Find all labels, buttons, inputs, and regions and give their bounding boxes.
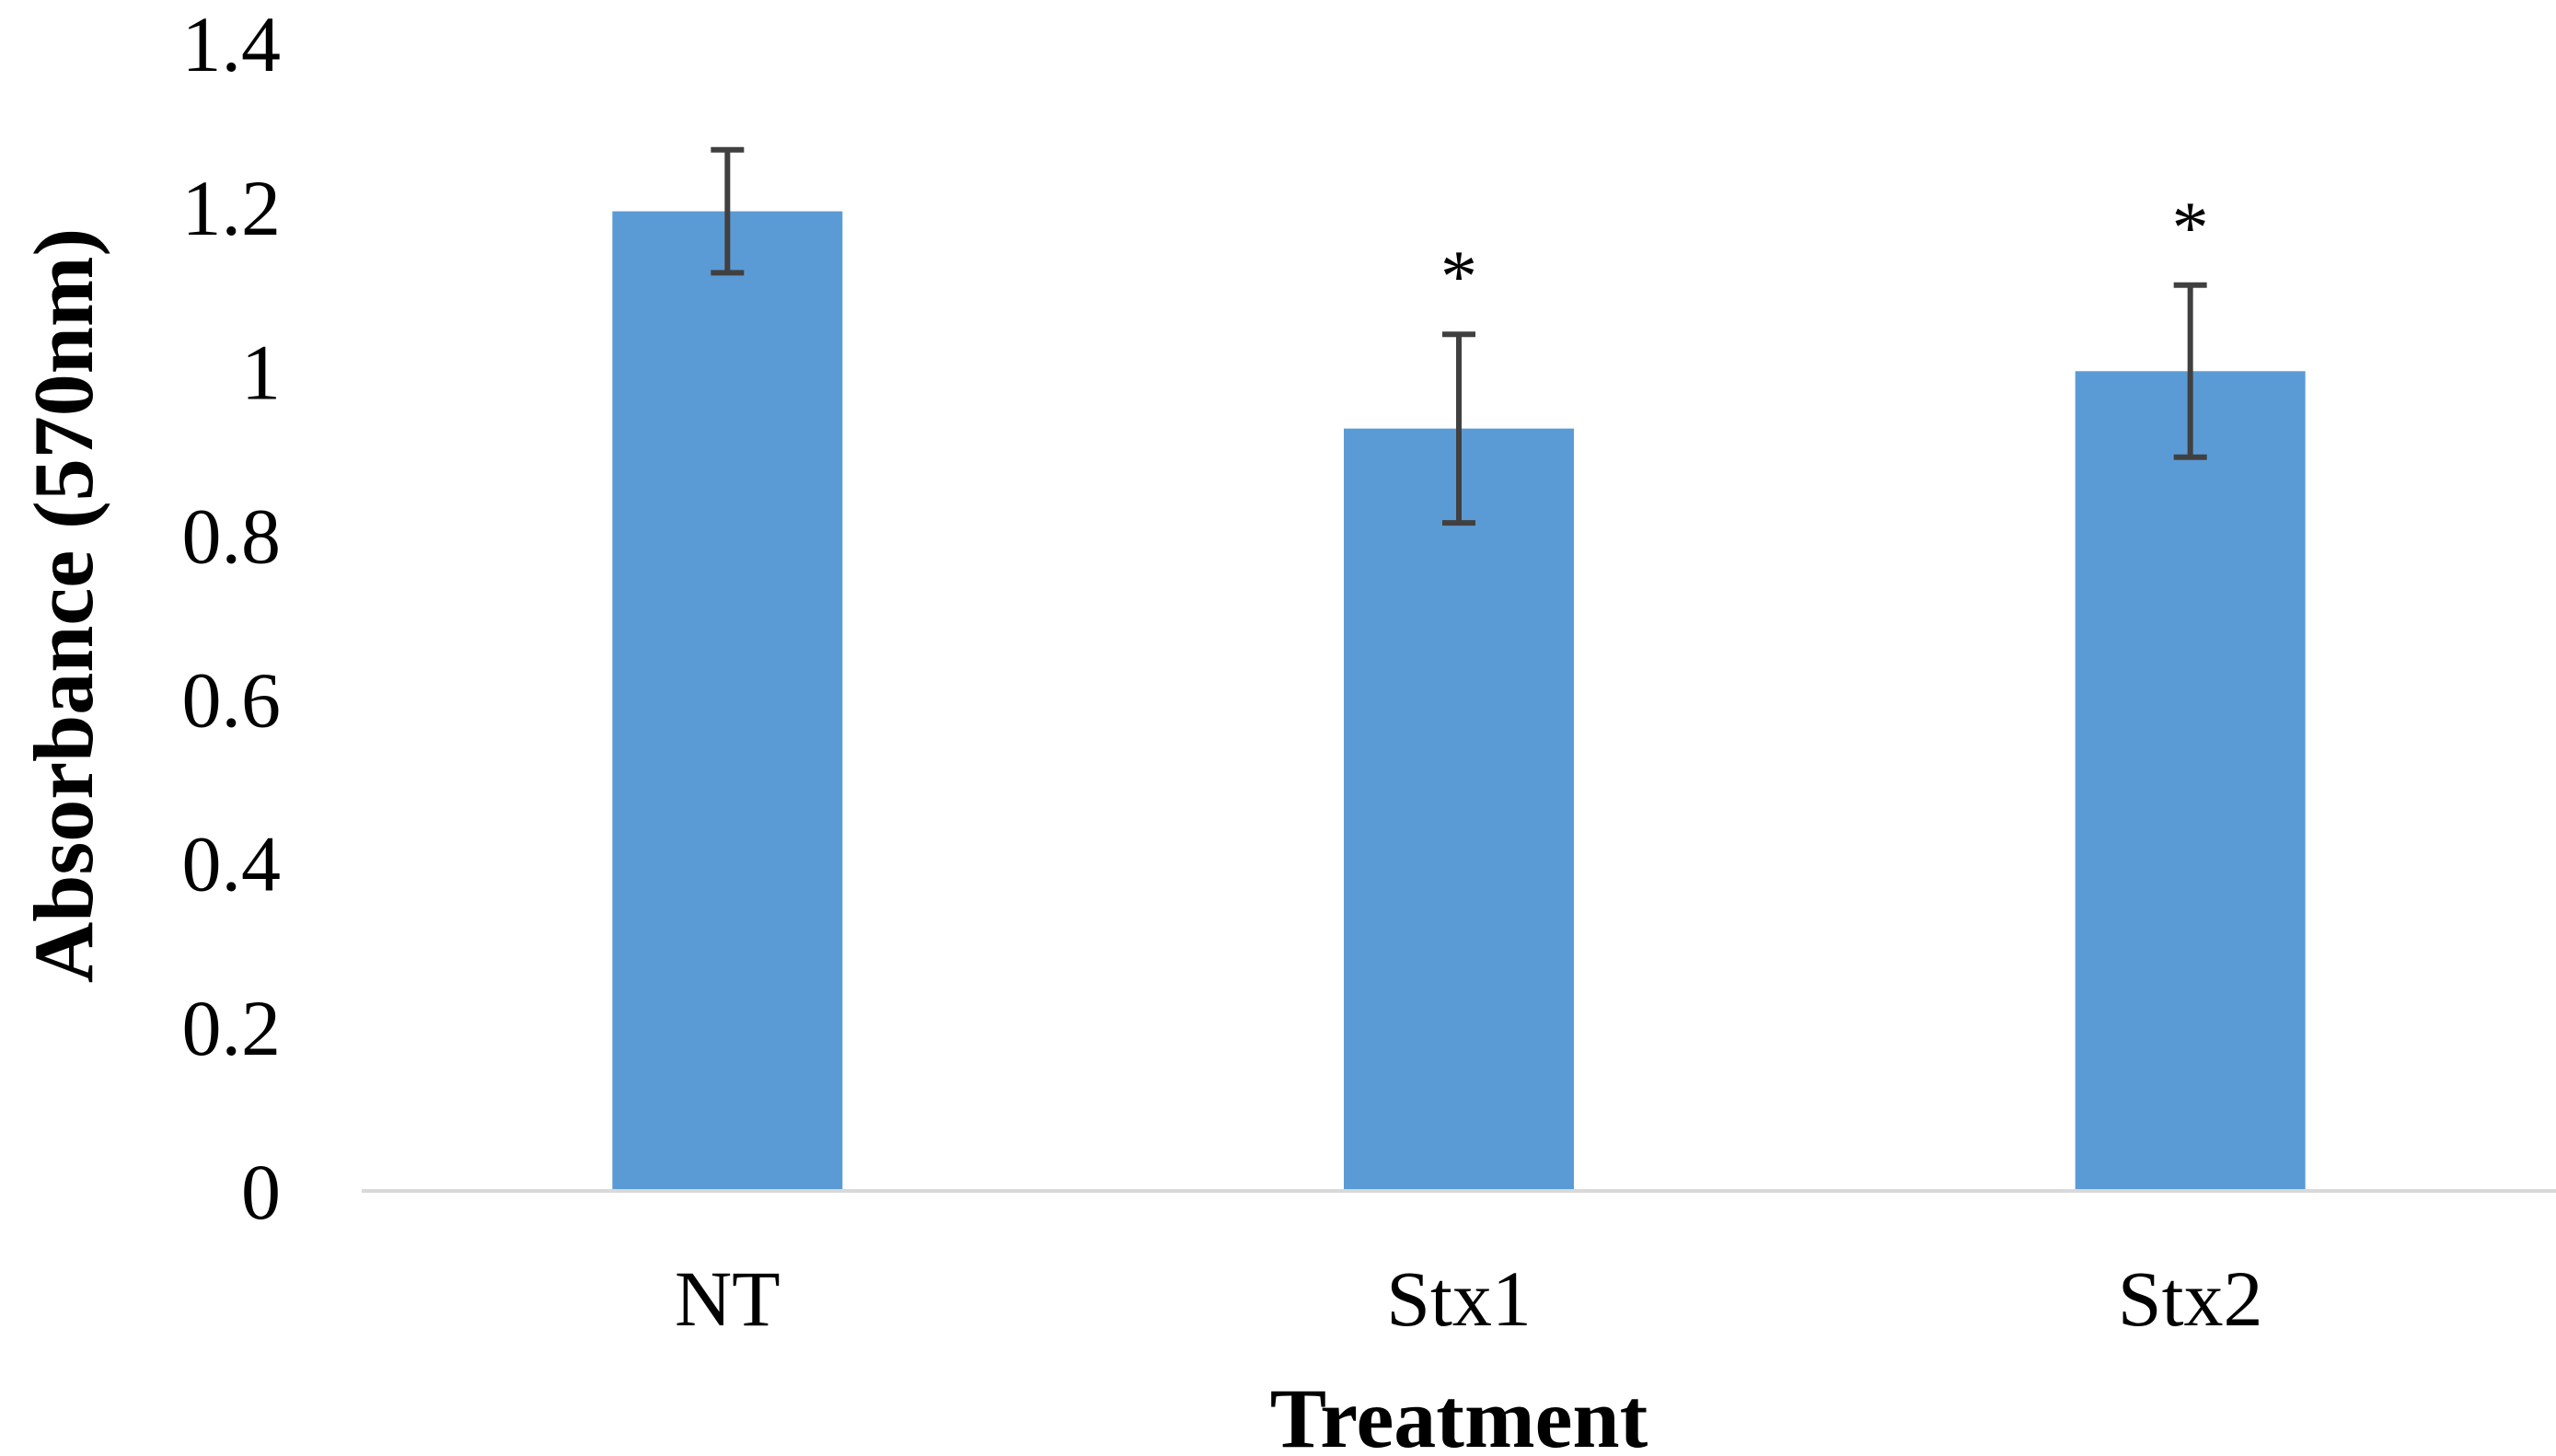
- significance-asterisk-stx2: *: [2172, 188, 2209, 269]
- y-axis-title: Absorbance (570nm): [17, 228, 110, 983]
- y-axis-ticks: 0 0.2 0.4 0.6 0.8 1 1.2 1.4: [182, 0, 282, 1236]
- bars: [612, 211, 2306, 1191]
- y-tick-label: 0.6: [182, 656, 282, 745]
- x-axis-title: Treatment: [1270, 1371, 1648, 1456]
- y-tick-label: 0.8: [182, 491, 282, 580]
- y-tick-label: 1.4: [182, 0, 282, 88]
- x-category-label-stx1: Stx1: [1386, 1254, 1532, 1343]
- bar-stx1: [1344, 428, 1574, 1191]
- error-bars: [711, 146, 2207, 526]
- y-tick-label: 1: [241, 328, 281, 416]
- bar-stx2: [2075, 371, 2306, 1191]
- y-tick-label: 0.4: [182, 820, 282, 908]
- y-tick-label: 0: [241, 1148, 281, 1236]
- y-tick-label: 0.2: [182, 984, 282, 1072]
- bar-nt: [612, 211, 843, 1191]
- significance-markers: **: [1440, 188, 2209, 318]
- x-category-label-stx2: Stx2: [2118, 1254, 2263, 1343]
- x-category-label-nt: NT: [675, 1254, 781, 1343]
- y-tick-label: 1.2: [182, 164, 282, 252]
- x-axis-categories: NT Stx1 Stx2: [675, 1254, 2263, 1343]
- significance-asterisk-stx1: *: [1440, 237, 1477, 318]
